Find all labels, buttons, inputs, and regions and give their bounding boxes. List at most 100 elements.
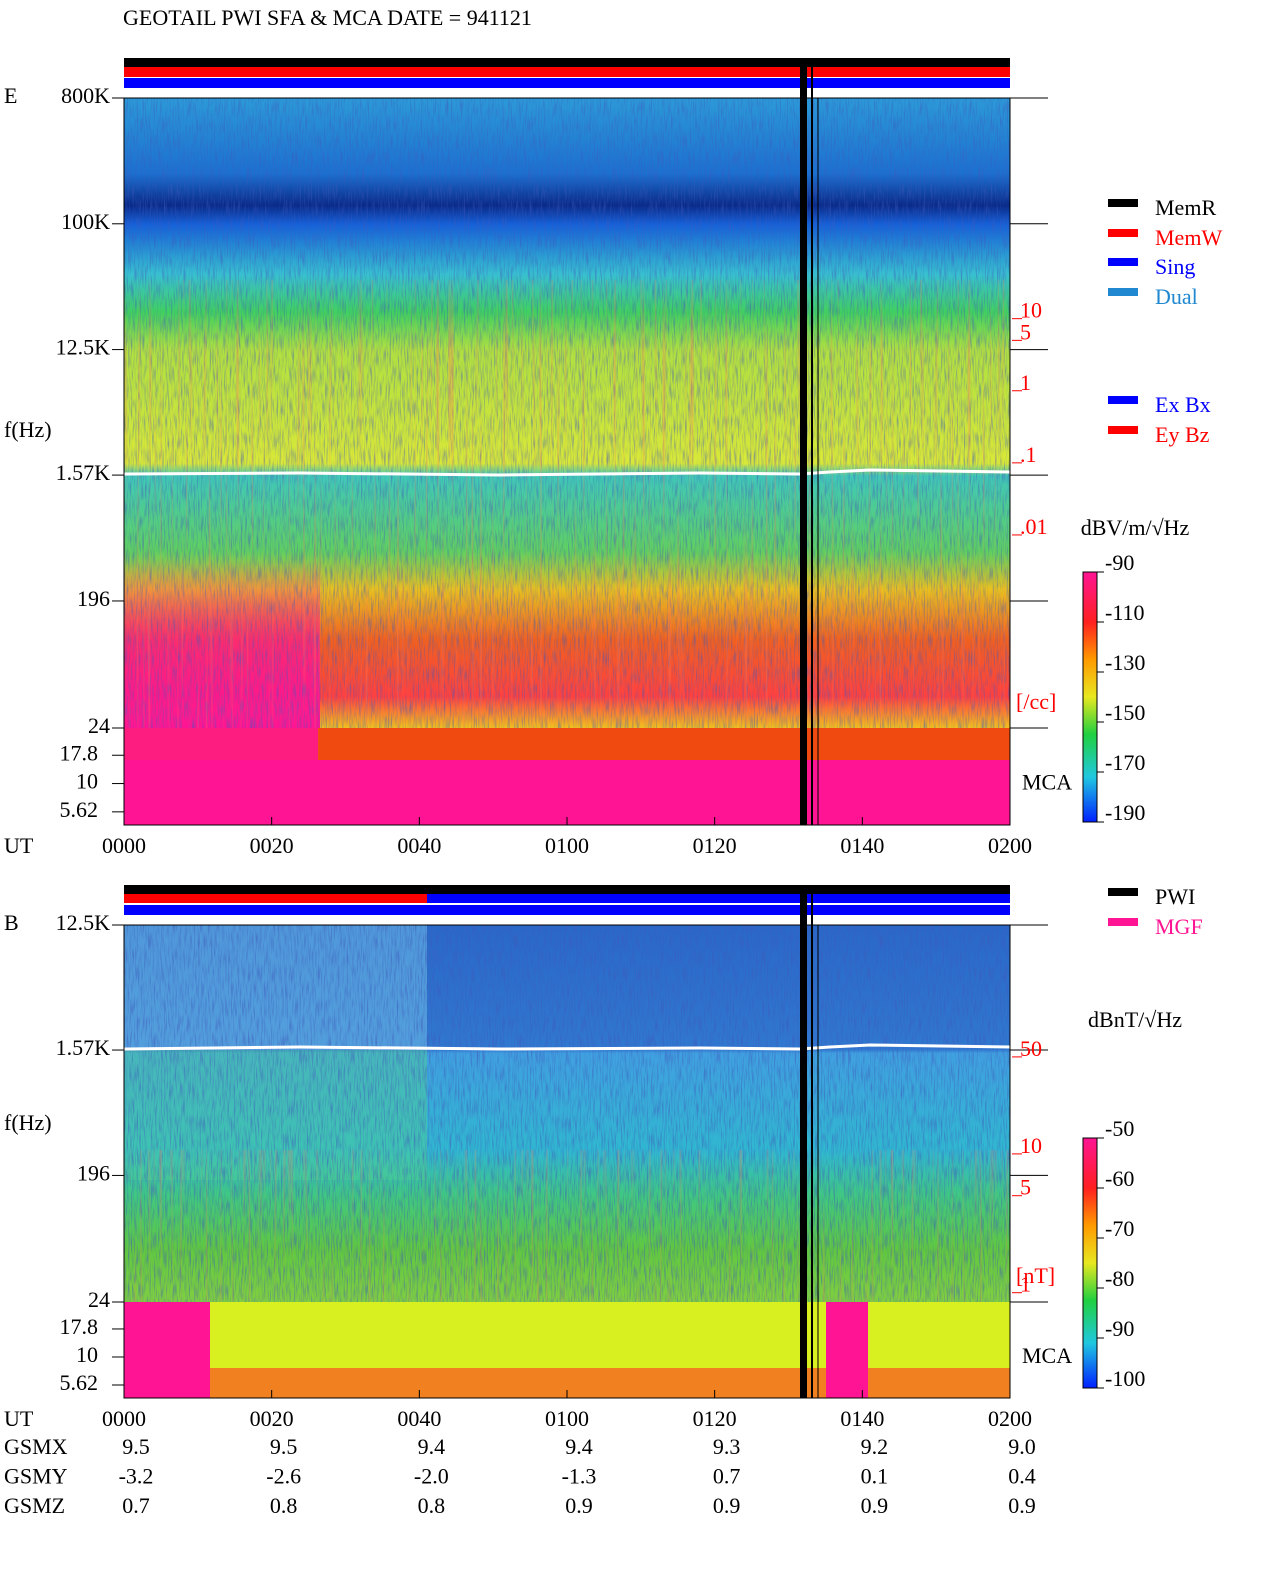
y-tick-label: 5.62 [60,1370,99,1395]
y-tick-label: 10 [76,1342,98,1367]
x-axis-label: UT [4,833,34,858]
y-tick-label: 12.5K [56,910,111,935]
colorbar-tick-label: -90 [1105,550,1134,575]
spectrogram-noise [124,1150,1010,1302]
x-tick-label: 0040 [397,833,441,858]
legend-swatch [1108,229,1138,237]
legend-swatch [1108,396,1138,404]
mca-label: MCA [1022,770,1072,795]
right-tick-label: 1 [1020,370,1031,395]
y-tick-label: 17.8 [60,1314,99,1339]
table-cell: 9.3 [713,1434,741,1459]
spectrogram-noise [124,280,1010,728]
right-tick-label: 50 [1020,1036,1042,1061]
colorbar [1082,571,1098,823]
y-tick-label: 17.8 [60,740,99,765]
table-cell: 9.4 [418,1434,446,1459]
table-row-label: GSMY [4,1464,68,1489]
y-tick-label: 24 [88,1287,110,1312]
boundary-line [123,468,1011,477]
table-cell: 9.4 [565,1434,593,1459]
right-tick-label: 10 [1020,1133,1042,1158]
colorbar-tick-label: -90 [1105,1316,1134,1341]
colorbar-tick-label: -110 [1105,600,1145,625]
colorbar-unit: dBnT/√Hz [1088,1007,1182,1032]
status-bar [124,905,1010,915]
colorbar-tick-label: -130 [1105,650,1145,675]
x-axis-label: UT [4,1406,34,1431]
table-cell: 9.5 [122,1434,150,1459]
legend-swatch [1108,918,1138,926]
y-tick-label: 100K [61,209,110,234]
table-cell: 0.8 [270,1493,298,1518]
legend-label: Ex Bx [1155,392,1211,417]
colorbar-tick-label: -170 [1105,750,1145,775]
y-tick-label: 196 [77,586,110,611]
status-bar [124,58,1010,67]
x-tick-label: 0020 [250,1406,294,1431]
right-tick-label: 5 [1020,319,1031,344]
legend-swatch [1108,258,1138,266]
status-bar [427,894,1010,903]
table-cell: 0.9 [861,1493,889,1518]
table-cell: -2.0 [414,1464,449,1489]
mca-band [124,1302,1010,1368]
right-tick-label: 10 [1020,298,1042,323]
colorbar-tick-label: -190 [1105,800,1145,825]
legend-label: PWI [1155,884,1195,909]
table-cell: 0.4 [1008,1464,1036,1489]
table-cell: -3.2 [119,1464,154,1489]
table-cell: 9.2 [861,1434,889,1459]
colorbar-unit: dBV/m/√Hz [1081,515,1190,540]
legend-label: MGF [1155,914,1203,939]
table-cell: 0.9 [1008,1493,1036,1518]
x-tick-label: 0000 [102,1406,146,1431]
y-tick-label: 800K [61,83,110,108]
colorbar-tick-label: -60 [1105,1166,1134,1191]
panel-label: B [4,910,19,935]
colorbar-tick-label: -80 [1105,1266,1134,1291]
data-gap [800,885,807,1398]
legend-swatch [1108,888,1138,896]
table-cell: 0.7 [713,1464,741,1489]
status-bar [124,67,1010,77]
table-cell: 9.0 [1008,1434,1036,1459]
legend-label: MemW [1155,225,1222,250]
table-cell: 0.8 [418,1493,446,1518]
table-row-label: GSMZ [4,1493,65,1518]
y-axis-label: f(Hz) [4,417,52,442]
table-cell: -1.3 [562,1464,597,1489]
legend-swatch [1108,426,1138,434]
right-tick-label: .1 [1020,442,1037,467]
y-tick-label: 196 [77,1160,110,1185]
x-tick-label: 0100 [545,833,589,858]
status-bar [124,894,427,903]
x-tick-label: 0040 [397,1406,441,1431]
x-tick-label: 0140 [840,833,884,858]
x-tick-label: 0120 [693,833,737,858]
status-bar [124,885,1010,894]
mca-band [124,728,318,825]
colorbar [1082,1137,1098,1389]
x-tick-label: 0020 [250,833,294,858]
legend-label: MemR [1155,195,1216,220]
y-tick-label: 1.57K [56,1035,111,1060]
chart-title: GEOTAIL PWI SFA & MCA DATE = 941121 [123,5,532,30]
x-tick-label: 0120 [693,1406,737,1431]
right-tick-label: 5 [1020,1175,1031,1200]
panel-label: E [4,83,17,108]
colorbar-tick-label: -50 [1105,1116,1134,1141]
right-tick-label: .01 [1020,514,1048,539]
table-cell: 9.5 [270,1434,298,1459]
colorbar-tick-label: -100 [1105,1366,1145,1391]
legend-label: Sing [1155,254,1195,279]
y-axis-label: f(Hz) [4,1110,52,1135]
legend-label: Ey Bz [1155,422,1210,447]
colorbar-tick-label: -70 [1105,1216,1134,1241]
table-cell: 0.9 [565,1493,593,1518]
y-tick-label: 24 [88,713,110,738]
y-tick-label: 1.57K [56,460,111,485]
x-tick-label: 0140 [840,1406,884,1431]
